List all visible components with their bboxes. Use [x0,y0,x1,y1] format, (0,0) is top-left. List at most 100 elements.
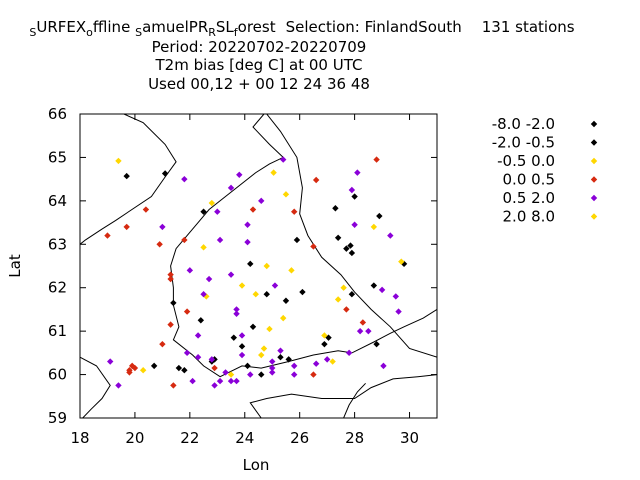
data-point [115,382,122,389]
data-point [373,156,380,163]
data-point [263,291,270,298]
data-point [227,184,235,192]
data-point [334,234,342,241]
data-point [266,325,273,333]
map-outline [80,114,437,418]
data-point [345,349,353,357]
y-axis-label: Lat [6,254,24,278]
title-word: o [86,26,93,39]
data-point [269,364,276,372]
legend: -8.0 -2.0-2.0 -0.5-0.5 0.00.0 0.50.5 2.0… [492,115,598,226]
data-point [270,169,277,176]
data-point [159,340,166,348]
legend-marker [590,139,598,146]
data-point [351,193,358,200]
data-point [271,282,279,289]
data-point [321,340,328,348]
data-point [332,205,339,212]
data-point [269,358,276,365]
data-point [208,199,216,207]
data-point [249,206,257,213]
data-point [161,170,169,177]
data-point [236,171,243,178]
data-point [380,362,387,370]
title-selection: Selection: FinlandSouth [286,18,462,36]
data-point [123,223,130,231]
data-point [354,169,361,176]
data-point [238,332,246,339]
legend-label: -2.0 -0.5 [492,134,555,152]
data-point [183,308,191,315]
data-point [167,275,174,283]
y-tick-label: 65 [48,148,67,166]
data-point [230,334,237,341]
legend-label: 0.5 2.0 [503,189,555,207]
data-point [142,206,150,213]
data-point [277,354,284,361]
data-point [170,299,177,307]
data-point [227,371,235,378]
data-point [244,221,251,228]
data-point [233,306,240,313]
data-point [194,332,202,339]
y-tick-label: 64 [48,192,67,210]
title-word: amuelPR [142,18,208,36]
data-point [244,362,251,370]
data-point [107,358,114,365]
title-word: S [135,26,142,39]
data-point [310,371,317,378]
data-point [156,241,163,248]
data-point [197,317,205,324]
data-point [343,306,350,313]
data-point [104,232,111,239]
country-border [266,114,437,358]
data-point [247,260,254,268]
data-point [378,286,386,294]
y-tick-label: 60 [48,366,67,384]
data-point [211,382,218,389]
data-point [189,377,196,385]
title-stations: 131 stations [482,18,575,36]
data-point [347,242,354,249]
data-point [343,245,350,252]
data-point [200,291,207,298]
data-point [167,321,174,328]
data-point [387,232,394,239]
data-point [291,208,298,215]
title-word: SL [216,18,235,36]
data-points [104,156,408,389]
legend-marker [590,213,598,220]
data-point [170,382,177,389]
data-point [205,275,213,283]
data-point [208,356,216,363]
data-point [348,249,356,257]
title-word: orest [238,18,276,36]
legend-label: 2.0 8.0 [503,208,555,226]
y-tick-label: 62 [48,279,67,297]
data-point [216,236,224,244]
legend-label: -8.0 -2.0 [492,115,555,133]
data-point [293,236,301,244]
x-tick-label: 20 [125,429,144,447]
legend-marker [590,120,598,128]
data-point [159,223,166,231]
data-point [329,358,336,365]
data-point [263,262,270,270]
data-point [131,364,139,372]
data-point [126,369,133,376]
chart-title-line-4: Used 00,12 + 00 12 24 36 48 [148,75,370,93]
data-point [233,310,240,317]
coastline [249,374,437,418]
x-tick-label: 18 [70,429,89,447]
data-point [312,176,320,184]
x-tick-label: 22 [180,429,199,447]
title-word: f [234,26,239,39]
data-point [310,243,317,250]
data-point [277,347,284,354]
x-axis-label: Lon [243,456,270,474]
data-point [370,282,378,289]
data-point [252,291,259,298]
y-tick-label: 61 [48,322,67,340]
data-point [285,356,292,363]
x-tick-label: 30 [400,429,419,447]
